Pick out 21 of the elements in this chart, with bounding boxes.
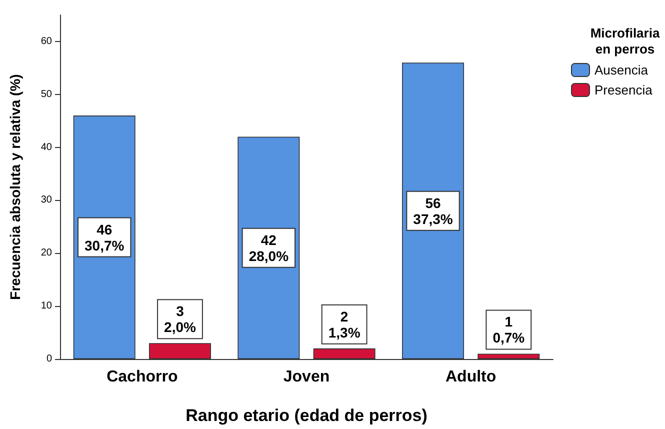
legend-label: Ausencia	[594, 62, 649, 78]
x-tick-label: Joven	[283, 368, 330, 386]
data-label: 2 1,3%	[328, 308, 361, 340]
y-tick-label: 0	[46, 354, 52, 364]
y-tick-label: 50	[40, 88, 52, 100]
legend-label: Presencia	[594, 82, 654, 98]
x-tick-label: Adulto	[446, 368, 496, 386]
x-axis-title: Rango etario (edad de perros)	[186, 406, 428, 425]
data-label: 3 2,0%	[164, 303, 196, 336]
data-label: 46 30,7%	[84, 221, 125, 254]
y-axis-title: Frecuencia absoluta y relativa (%)	[7, 74, 23, 300]
y-tick-label: 20	[40, 248, 52, 259]
y-tick-label: 10	[40, 300, 52, 312]
data-label: 56 37,3%	[413, 194, 454, 227]
y-tick-label: 60	[40, 36, 52, 47]
data-label: 1 0,7%	[492, 314, 526, 346]
data-label: 42 28,0%	[248, 232, 290, 264]
legend-title: Microfilaria en perros	[590, 26, 660, 56]
y-tick-label: 30	[40, 194, 52, 206]
x-tick-label: Cachorro	[106, 368, 178, 386]
y-tick-label: 40	[40, 142, 52, 153]
